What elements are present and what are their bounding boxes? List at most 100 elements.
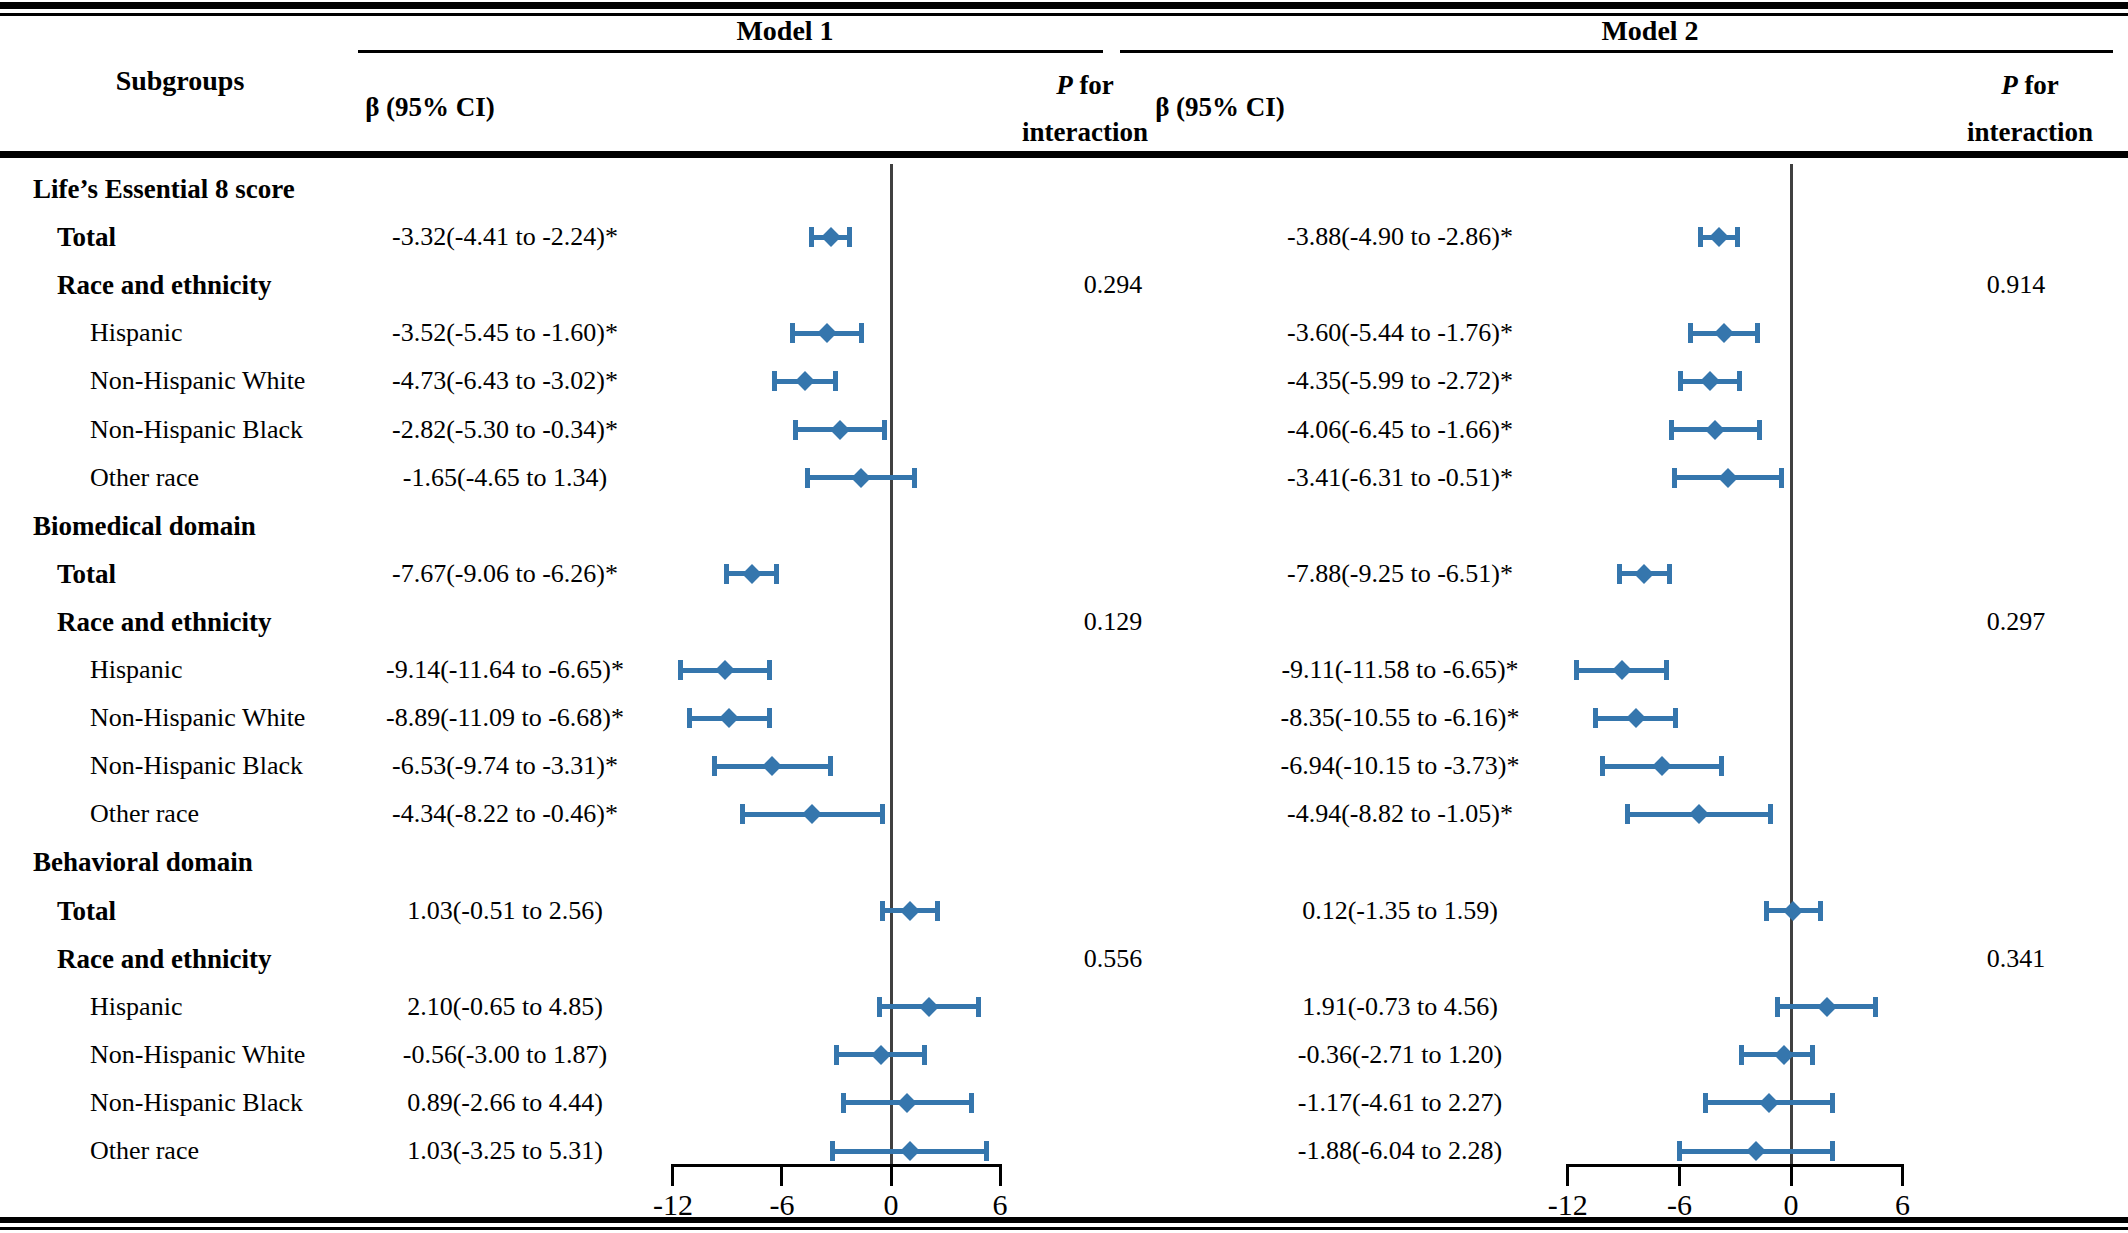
ci-cap-right xyxy=(767,708,772,728)
beta-value-model2: -4.35(-5.99 to -2.72)* xyxy=(1100,362,1700,400)
beta-value-model1: -4.73(-6.43 to -3.02)* xyxy=(205,362,805,400)
plot-layer: -12-606-12-606Life’s Essential 8 scoreTo… xyxy=(0,0,2128,1233)
p-value-model1: 0.556 xyxy=(1013,940,1213,978)
row-label: Hispanic xyxy=(90,651,182,689)
point-diamond xyxy=(1759,1093,1779,1113)
ci-cap-left xyxy=(1669,420,1674,440)
ci-cap-left xyxy=(1574,660,1579,680)
p-value-model2: 0.914 xyxy=(1916,266,2116,304)
ci-cap-left xyxy=(1775,997,1780,1017)
ci-cap-left xyxy=(1764,901,1769,921)
row-label: Other race xyxy=(90,1132,199,1170)
point-diamond xyxy=(900,901,920,921)
ci-cap-right xyxy=(969,1093,974,1113)
point-diamond xyxy=(821,227,841,247)
ci-cap-left xyxy=(830,1141,835,1161)
point-diamond xyxy=(817,323,837,343)
ci-cap-right xyxy=(984,1141,989,1161)
p-value-model2: 0.297 xyxy=(1916,603,2116,641)
beta-value-model2: 1.91(-0.73 to 4.56) xyxy=(1100,988,1700,1026)
ci-cap-right xyxy=(912,468,917,488)
ci-cap-right xyxy=(1719,756,1724,776)
ci-cap-right xyxy=(880,804,885,824)
ci-cap-left xyxy=(834,1045,839,1065)
p-value-model1: 0.129 xyxy=(1013,603,1213,641)
ci-cap-left xyxy=(1600,756,1605,776)
ci-cap-right xyxy=(833,371,838,391)
ci-cap-right xyxy=(1768,804,1773,824)
row-label: Total xyxy=(57,218,116,256)
ci-cap-left xyxy=(877,997,882,1017)
ci-cap-left xyxy=(790,323,795,343)
beta-value-model1: -1.65(-4.65 to 1.34) xyxy=(205,459,805,497)
axis-tick xyxy=(999,1164,1002,1186)
axis-tick-label: -6 xyxy=(742,1188,822,1222)
axis-tick xyxy=(1901,1164,1904,1186)
point-diamond xyxy=(919,997,939,1017)
axis-tick-label: 6 xyxy=(1863,1188,1943,1222)
beta-value-model1: -7.67(-9.06 to -6.26)* xyxy=(205,555,805,593)
beta-value-model2: -4.94(-8.82 to -1.05)* xyxy=(1100,795,1700,833)
row-label: Life’s Essential 8 score xyxy=(33,170,295,208)
row-label: Hispanic xyxy=(90,314,182,352)
ci-cap-right xyxy=(828,756,833,776)
beta-value-model1: 0.89(-2.66 to 4.44) xyxy=(205,1084,805,1122)
ci-cap-left xyxy=(1698,227,1703,247)
ci-cap-left xyxy=(1677,1141,1682,1161)
ci-cap-right xyxy=(1673,708,1678,728)
beta-value-model1: -3.32(-4.41 to -2.24)* xyxy=(205,218,805,256)
beta-value-model2: 0.12(-1.35 to 1.59) xyxy=(1100,892,1700,930)
ci-cap-right xyxy=(935,901,940,921)
ci-cap-right xyxy=(1810,1045,1815,1065)
row-label: Behavioral domain xyxy=(33,843,253,881)
ci-cap-right xyxy=(1873,997,1878,1017)
point-diamond xyxy=(1746,1141,1766,1161)
ci-cap-left xyxy=(793,420,798,440)
ci-cap-left xyxy=(687,708,692,728)
row-label: Total xyxy=(57,555,116,593)
forest-plot-figure: Subgroups Model 1 β (95% CI) P forintera… xyxy=(0,0,2128,1233)
ci-cap-right xyxy=(922,1045,927,1065)
ci-cap-left xyxy=(772,371,777,391)
ci-cap-left xyxy=(1593,708,1598,728)
zero-line-model1 xyxy=(890,164,893,1164)
ci-cap-right xyxy=(1779,468,1784,488)
point-diamond xyxy=(900,1141,920,1161)
ci-cap-right xyxy=(1735,227,1740,247)
ci-cap-left xyxy=(1625,804,1630,824)
row-label: Biomedical domain xyxy=(33,507,256,545)
beta-value-model1: -2.82(-5.30 to -0.34)* xyxy=(205,411,805,449)
ci-cap-right xyxy=(1830,1141,1835,1161)
ci-cap-left xyxy=(1703,1093,1708,1113)
row-label: Total xyxy=(57,892,116,930)
zero-line-model2 xyxy=(1790,164,1793,1164)
ci-cap-right xyxy=(1830,1093,1835,1113)
ci-cap-right xyxy=(859,323,864,343)
axis-tick-label: 0 xyxy=(851,1188,931,1222)
ci-cap-left xyxy=(1617,564,1622,584)
row-label: Race and ethnicity xyxy=(57,940,271,978)
row-label: Race and ethnicity xyxy=(57,266,271,304)
ci-cap-right xyxy=(767,660,772,680)
p-value-model2: 0.341 xyxy=(1916,940,2116,978)
ci-cap-right xyxy=(1818,901,1823,921)
ci-cap-right xyxy=(847,227,852,247)
point-diamond xyxy=(1709,227,1729,247)
point-diamond xyxy=(802,804,822,824)
point-diamond xyxy=(1817,997,1837,1017)
ci-cap-left xyxy=(1739,1045,1744,1065)
point-diamond xyxy=(851,468,871,488)
point-diamond xyxy=(1783,901,1803,921)
row-label: Race and ethnicity xyxy=(57,603,271,641)
beta-value-model1: 2.10(-0.65 to 4.85) xyxy=(205,988,805,1026)
point-diamond xyxy=(1718,468,1738,488)
ci-cap-left xyxy=(809,227,814,247)
ci-cap-left xyxy=(880,901,885,921)
ci-cap-right xyxy=(1755,323,1760,343)
beta-value-model2: -1.17(-4.61 to 2.27) xyxy=(1100,1084,1700,1122)
ci-cap-left xyxy=(740,804,745,824)
beta-value-model2: -3.60(-5.44 to -1.76)* xyxy=(1100,314,1700,352)
ci-cap-right xyxy=(1757,420,1762,440)
beta-value-model1: 1.03(-0.51 to 2.56) xyxy=(205,892,805,930)
ci-cap-left xyxy=(1688,323,1693,343)
